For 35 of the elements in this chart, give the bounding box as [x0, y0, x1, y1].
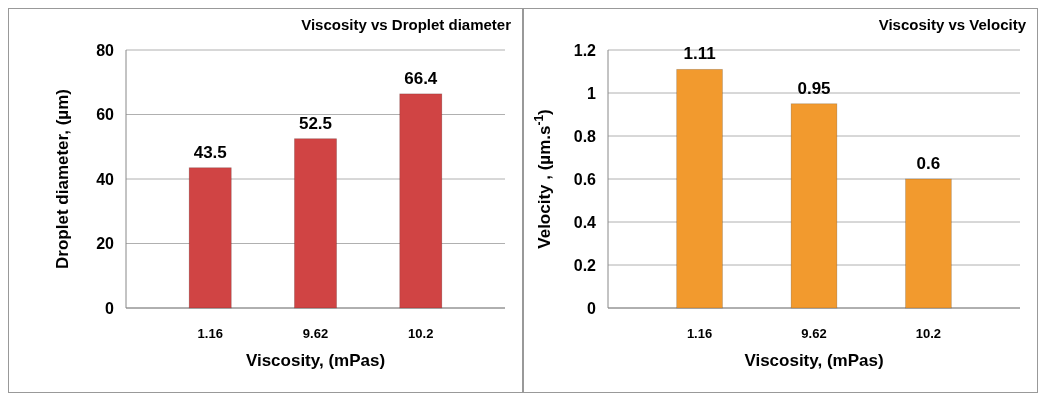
bar	[676, 68, 723, 309]
bar	[188, 167, 232, 309]
y-tick-label: 60	[96, 106, 115, 124]
x-tick-label: 9.62	[801, 326, 827, 341]
x-tick-label: 10.2	[408, 326, 434, 341]
bar	[399, 93, 443, 309]
y-tick-label: 1	[587, 84, 597, 102]
chart-title: Viscosity vs Velocity	[878, 16, 1027, 33]
x-tick-label: 1.16	[197, 326, 223, 341]
y-tick-label: 20	[96, 235, 115, 253]
y-axis-title: Droplet diameter, (µm)	[53, 89, 72, 269]
bar	[294, 138, 337, 309]
x-tick-label: 9.62	[302, 326, 329, 341]
data-label: 0.6	[916, 154, 941, 173]
bar	[905, 178, 952, 309]
x-tick-label: 10.2	[915, 326, 942, 341]
y-tick-label: 0.4	[573, 213, 597, 231]
data-label: 52.5	[298, 113, 333, 133]
x-tick-label: 1.16	[686, 326, 713, 341]
y-tick-label: 0	[587, 299, 597, 317]
y-tick-label: 0	[105, 299, 115, 317]
y-tick-label: 40	[96, 170, 115, 188]
data-label: 43.5	[193, 142, 227, 162]
y-tick-label: 0.2	[573, 256, 597, 274]
data-label: 66.4	[404, 68, 438, 88]
data-label: 0.95	[797, 78, 831, 98]
chart-title: Viscosity vs Droplet diameter	[301, 16, 512, 33]
x-axis-title: Viscosity, (mPas)	[245, 351, 386, 370]
y-tick-label: 0.6	[573, 170, 597, 188]
data-label: 1.11	[683, 44, 716, 64]
bar	[790, 103, 838, 309]
y-tick-label: 1.2	[573, 41, 597, 59]
x-axis-title: Viscosity, (mPas)	[744, 351, 884, 370]
y-tick-label: 80	[96, 41, 115, 59]
y-tick-label: 0.8	[573, 127, 597, 145]
